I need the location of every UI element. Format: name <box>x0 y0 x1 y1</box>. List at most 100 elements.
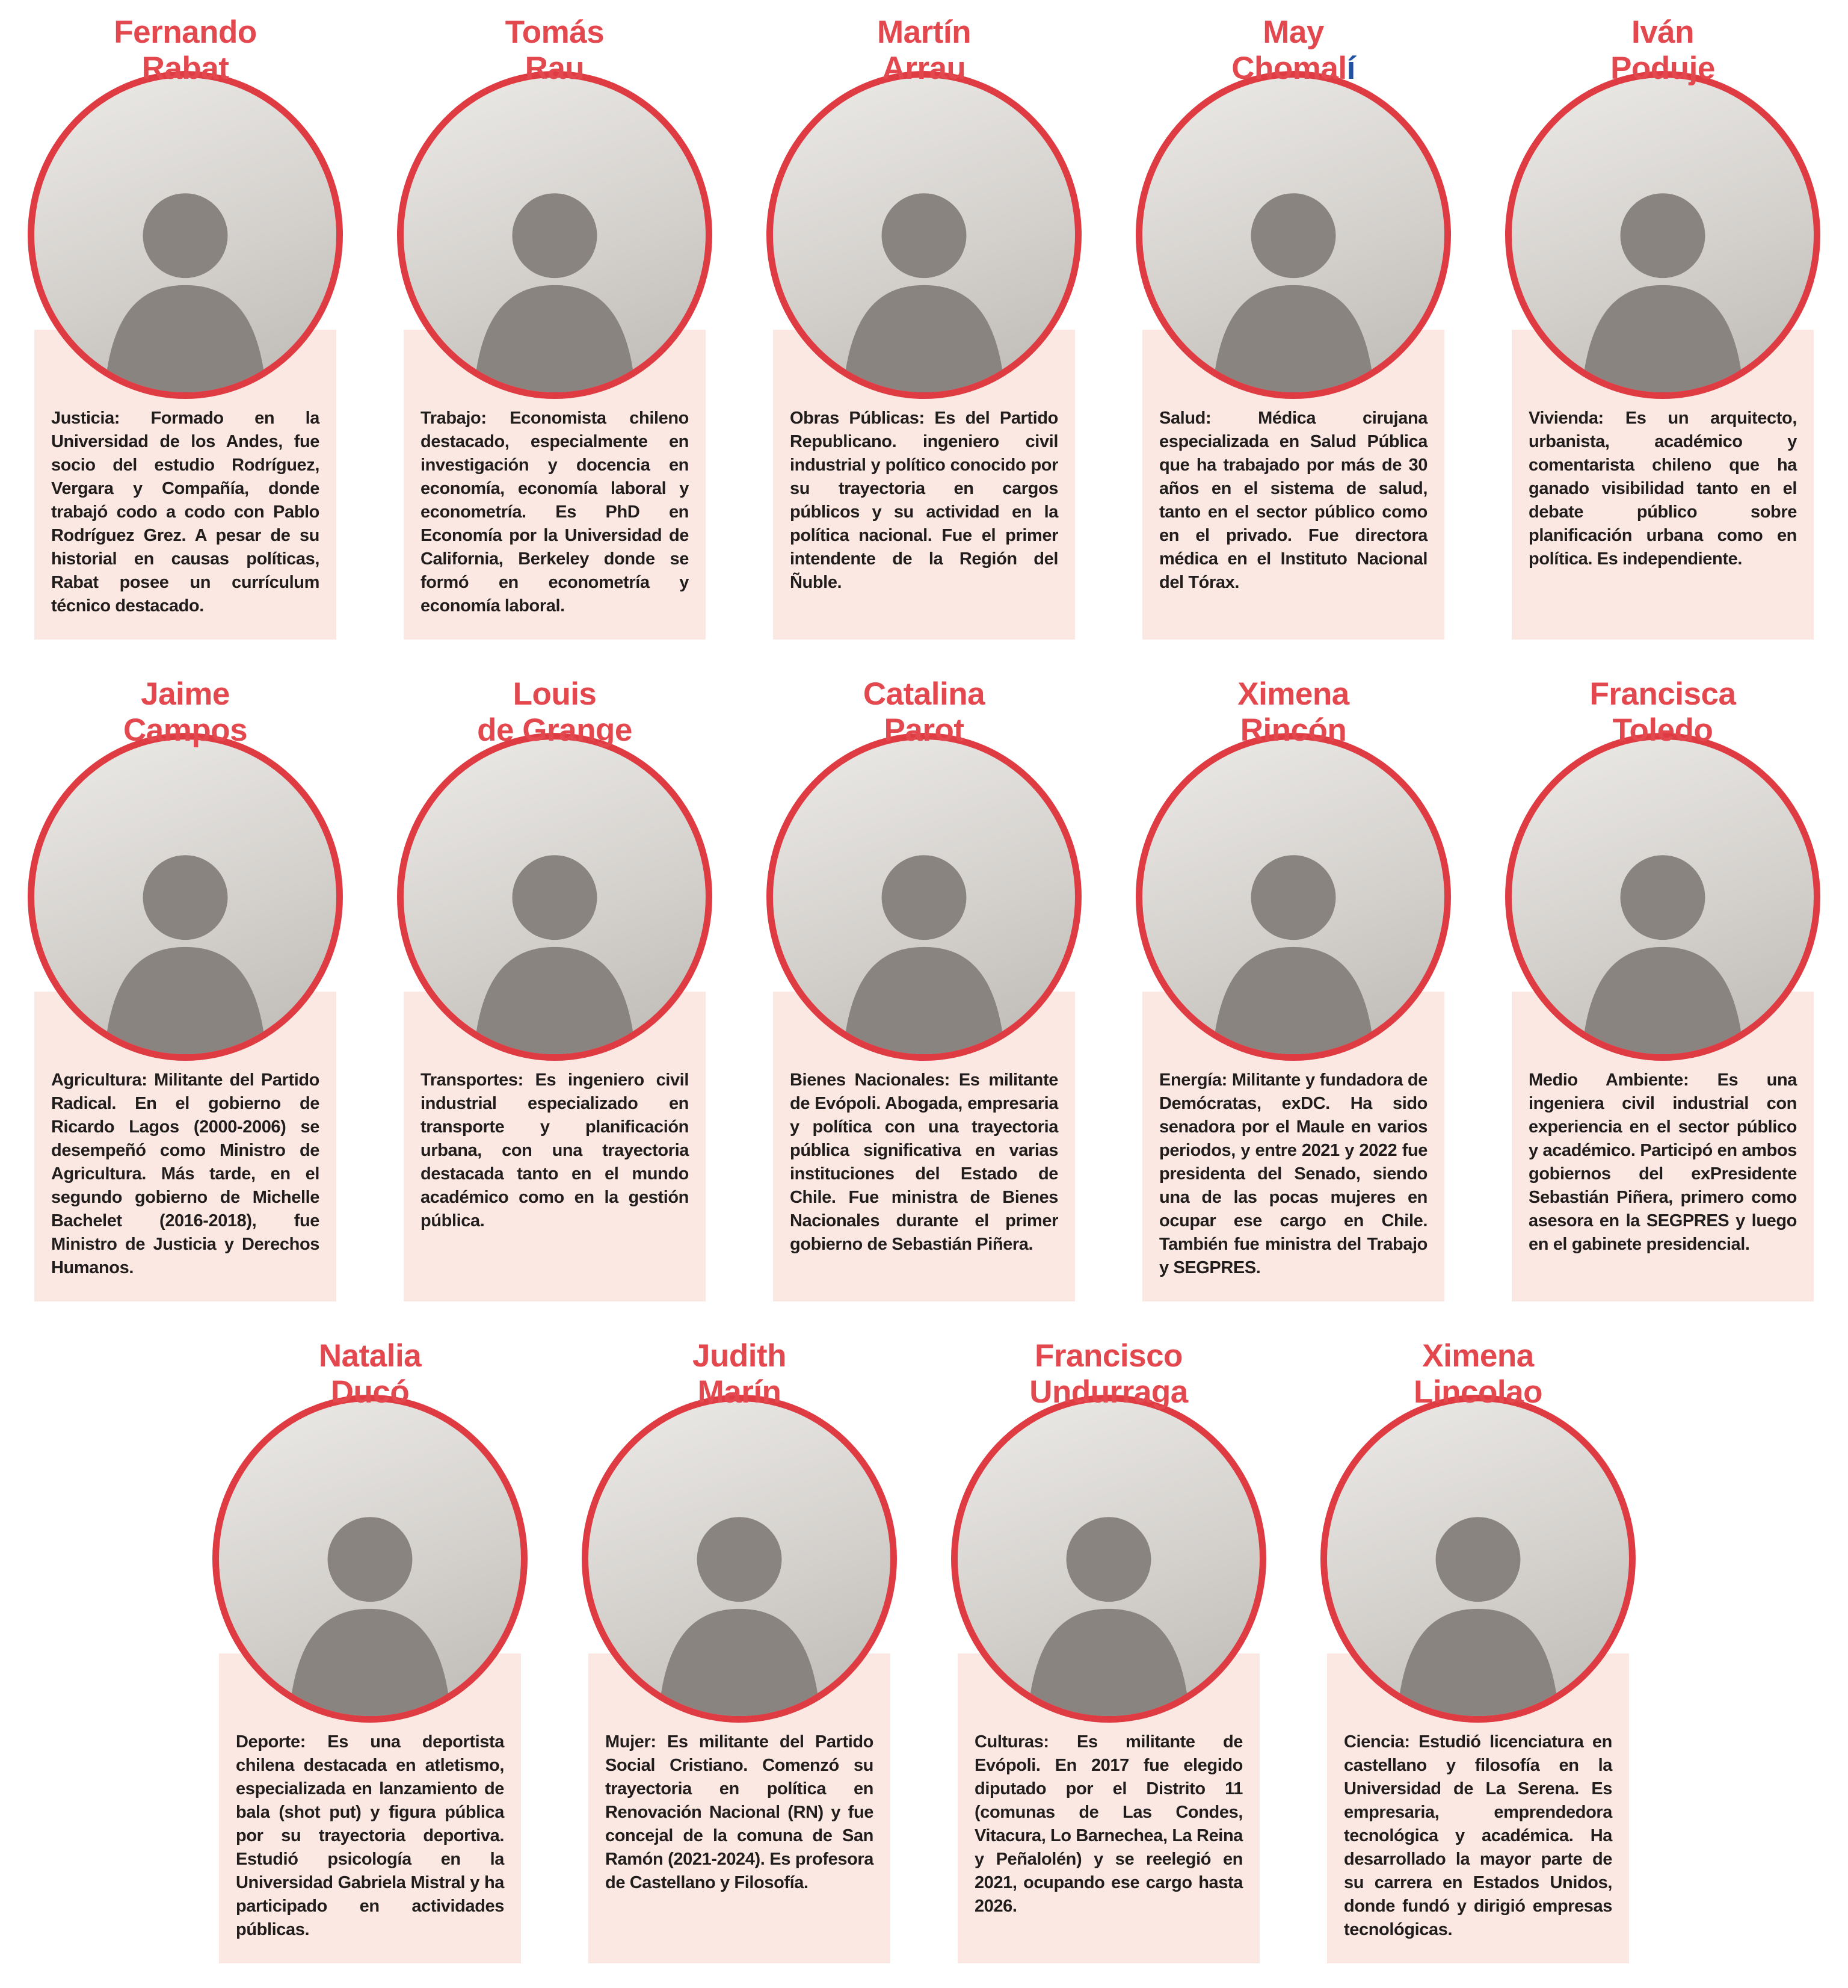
profile-card: Natalia Ducó Deporte: Es una deportista … <box>185 1324 555 1988</box>
person-silhouette-icon <box>843 855 1005 1054</box>
portrait-photo <box>1320 1395 1636 1723</box>
bio-text: Médica cirujana especializada en Salud P… <box>1159 409 1428 592</box>
bio-panel: Medio Ambiente: Es una ingeniera civil i… <box>1512 992 1814 1301</box>
person-name: Tomás Rau <box>370 14 739 87</box>
portfolio-label: Deporte: <box>236 1732 306 1752</box>
bio-text: Estudió licenciatura en castellano y fil… <box>1344 1732 1612 1939</box>
bio-paragraph: Culturas: Es militante de Evópoli. En 20… <box>975 1730 1243 1918</box>
portfolio-label: Obras Públicas: <box>790 409 925 428</box>
person-first-name: Judith <box>692 1338 786 1374</box>
portrait-photo <box>1505 71 1820 399</box>
person-first-name: Louis <box>513 676 597 712</box>
bio-paragraph: Deporte: Es una deportista chilena desta… <box>236 1730 504 1942</box>
profile-card: Iván Poduje Vivienda: Es un arquitecto, … <box>1478 0 1847 662</box>
person-last-name: Rau <box>525 51 585 86</box>
bio-paragraph: Trabajo: Economista chileno destacado, e… <box>420 407 689 618</box>
bio-text: Es militante de Evópoli. Abogada, empres… <box>790 1070 1058 1254</box>
person-first-name: Catalina <box>863 676 985 712</box>
card-row-2: Jaime Campos Agricultura: Militante del … <box>0 662 1848 1324</box>
portfolio-label: Agricultura: <box>51 1070 147 1090</box>
person-last-name: Toledo <box>1612 712 1713 748</box>
bio-paragraph: Obras Públicas: Es del Partido Republica… <box>790 407 1058 594</box>
portrait-photo <box>951 1395 1266 1723</box>
person-first-name: Jaime <box>141 676 230 712</box>
portfolio-label: Medio Ambiente: <box>1529 1070 1689 1090</box>
person-last-name: Undurraga <box>1029 1374 1188 1410</box>
person-name: Francisco Undurraga <box>924 1338 1293 1410</box>
bio-text: Es ingeniero civil industrial especializ… <box>420 1070 689 1230</box>
portfolio-label: Justicia: <box>51 409 120 428</box>
portfolio-label: Salud: <box>1159 409 1212 428</box>
person-silhouette-icon <box>473 193 636 392</box>
portrait-photo <box>212 1395 528 1723</box>
portfolio-label: Ciencia: <box>1344 1732 1410 1752</box>
portfolio-label: Transportes: <box>420 1070 523 1090</box>
portfolio-label: Trabajo: <box>420 409 487 428</box>
profile-card: Jaime Campos Agricultura: Militante del … <box>1 662 370 1324</box>
bio-panel: Salud: Médica cirujana especializada en … <box>1142 330 1444 640</box>
person-last-name: Lincolao <box>1414 1374 1542 1410</box>
bio-paragraph: Ciencia: Estudió licenciatura en castell… <box>1344 1730 1612 1942</box>
portrait-photo <box>1505 733 1820 1061</box>
person-last-name: Ducó <box>330 1374 410 1410</box>
bio-text: Es una ingeniera civil industrial con ex… <box>1529 1070 1797 1254</box>
person-last-name: de Grange <box>477 712 632 748</box>
profile-card: Francisca Toledo Medio Ambiente: Es una … <box>1478 662 1847 1324</box>
profile-card: Judith Marín Mujer: Es militante del Par… <box>555 1324 924 1988</box>
bio-paragraph: Energía: Militante y fundadora de Demócr… <box>1159 1069 1428 1280</box>
card-row-1: Fernando Rabat Justicia: Formado en la U… <box>0 0 1848 662</box>
person-silhouette-icon <box>1212 193 1375 392</box>
person-first-name: Ximena <box>1237 676 1349 712</box>
portfolio-label: Mujer: <box>605 1732 656 1752</box>
person-silhouette-icon <box>1027 1517 1190 1716</box>
person-silhouette-icon <box>843 193 1005 392</box>
person-last-name: Parot <box>884 712 964 748</box>
bio-text: Militante del Partido Radical. En el gob… <box>51 1070 319 1277</box>
bio-text: Es un arquitecto, urbanista, académico y… <box>1529 409 1797 569</box>
bio-panel: Ciencia: Estudió licenciatura en castell… <box>1327 1653 1629 1963</box>
person-name: Fernando Rabat <box>1 14 370 87</box>
bio-paragraph: Salud: Médica cirujana especializada en … <box>1159 407 1428 594</box>
portrait-photo <box>766 71 1082 399</box>
portrait-photo <box>397 733 712 1061</box>
portrait-photo <box>1136 733 1451 1061</box>
person-silhouette-icon <box>1582 193 1744 392</box>
person-silhouette-icon <box>1582 855 1744 1054</box>
bio-panel: Transportes: Es ingeniero civil industri… <box>404 992 706 1301</box>
profile-card: Fernando Rabat Justicia: Formado en la U… <box>1 0 370 662</box>
person-name: Ximena Rincón <box>1109 676 1478 749</box>
person-first-name: Ximena <box>1422 1338 1534 1374</box>
person-first-name: Natalia <box>318 1338 422 1374</box>
profile-card: Tomás Rau Trabajo: Economista chileno de… <box>370 0 739 662</box>
person-last-name: Campos <box>123 712 248 748</box>
bio-panel: Mujer: Es militante del Partido Social C… <box>588 1653 890 1963</box>
bio-paragraph: Bienes Nacionales: Es militante de Evópo… <box>790 1069 1058 1256</box>
person-first-name: Francisco <box>1035 1338 1183 1374</box>
person-first-name: Iván <box>1631 14 1695 50</box>
bio-text: Formado en la Universidad de los Andes, … <box>51 409 319 616</box>
person-last-name: Rincón <box>1240 712 1347 748</box>
person-first-name: Tomás <box>505 14 605 50</box>
portrait-photo <box>397 71 712 399</box>
bio-text: Es del Partido Republicano. ingeniero ci… <box>790 409 1058 592</box>
profile-card: Ximena Lincolao Ciencia: Estudió licenci… <box>1293 1324 1663 1988</box>
person-silhouette-icon <box>289 1517 451 1716</box>
portrait-photo <box>766 733 1082 1061</box>
portrait-photo <box>582 1395 897 1723</box>
bio-panel: Vivienda: Es un arquitecto, urbanista, a… <box>1512 330 1814 640</box>
person-name: Francisca Toledo <box>1478 676 1847 749</box>
portfolio-label: Energía: <box>1159 1070 1227 1090</box>
bio-panel: Obras Públicas: Es del Partido Republica… <box>773 330 1075 640</box>
person-name: May Chomalí <box>1109 14 1478 87</box>
person-name: Martín Arrau <box>739 14 1109 87</box>
bio-panel: Culturas: Es militante de Evópoli. En 20… <box>958 1653 1260 1963</box>
profile-card: Louis de Grange Transportes: Es ingenier… <box>370 662 739 1324</box>
bio-panel: Trabajo: Economista chileno destacado, e… <box>404 330 706 640</box>
person-silhouette-icon <box>1397 1517 1559 1716</box>
profile-card: Francisco Undurraga Culturas: Es militan… <box>924 1324 1293 1988</box>
profile-card: May Chomalí Salud: Médica cirujana espec… <box>1109 0 1478 662</box>
person-first-name: May <box>1263 14 1324 50</box>
person-name: Iván Poduje <box>1478 14 1847 87</box>
profile-card: Martín Arrau Obras Públicas: Es del Part… <box>739 0 1109 662</box>
